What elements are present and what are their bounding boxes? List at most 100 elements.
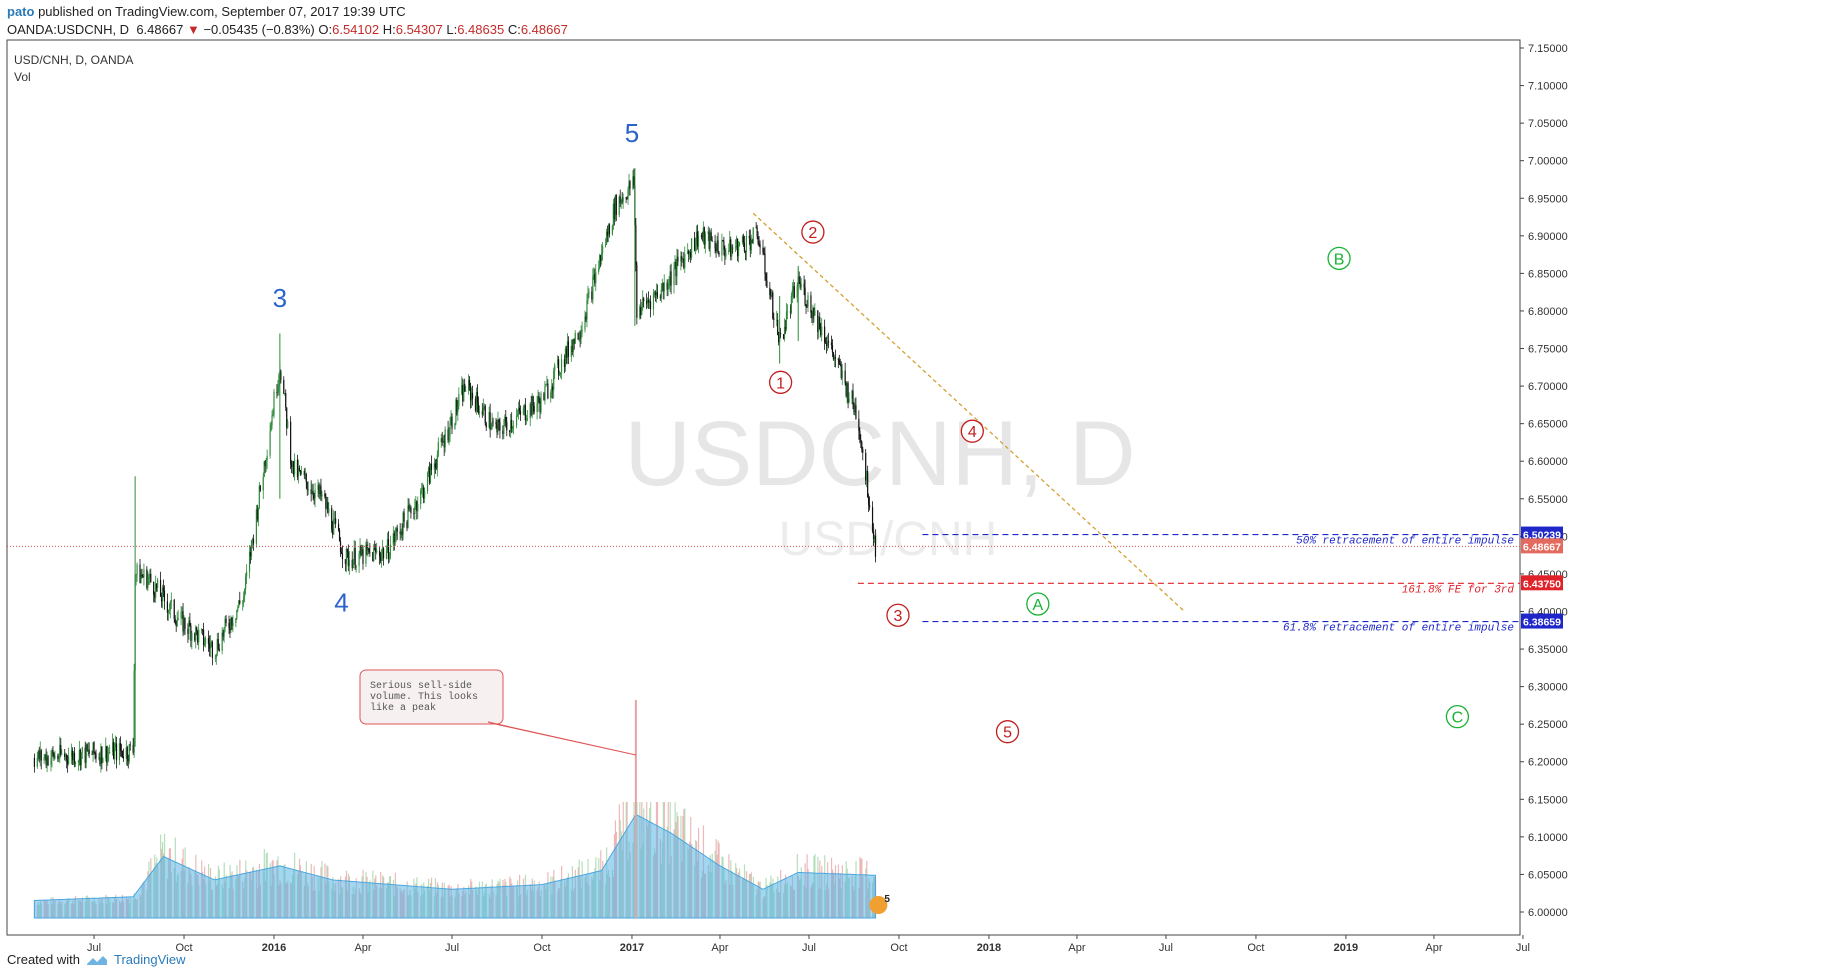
- last-price: 6.48667: [136, 22, 184, 37]
- candle-body: [385, 551, 388, 559]
- time-tick-label: 2016: [262, 942, 286, 954]
- candle-body: [469, 385, 472, 401]
- candle-body: [593, 274, 595, 277]
- candle-body: [544, 386, 546, 401]
- level-note: 50% retracement of entire impulse: [1296, 536, 1514, 548]
- candle-body: [729, 239, 731, 251]
- candle-body: [499, 422, 501, 431]
- time-tick-label: Jul: [87, 942, 101, 954]
- candle-body: [334, 518, 336, 520]
- candle-body: [392, 533, 394, 545]
- price-tick-label: 6.70000: [1528, 381, 1568, 393]
- candle-body: [235, 618, 237, 623]
- price-tick-label: 6.10000: [1528, 832, 1568, 844]
- price-tick-label: 7.00000: [1528, 156, 1568, 168]
- candle-body: [276, 392, 278, 393]
- candle-body: [440, 438, 442, 443]
- candle-body: [154, 594, 156, 598]
- candle-body: [273, 392, 275, 415]
- candle-body: [223, 627, 225, 637]
- candle-body: [194, 633, 196, 641]
- candle-body: [670, 271, 672, 286]
- candle-body: [314, 489, 316, 499]
- author-name[interactable]: pato: [7, 4, 35, 19]
- candle-body: [345, 548, 347, 565]
- price-tick-label: 7.15000: [1528, 43, 1568, 55]
- candle-body: [202, 629, 204, 631]
- candle-body: [718, 252, 720, 256]
- candle-body: [347, 551, 349, 567]
- candle-body: [469, 380, 471, 386]
- candle-body: [50, 758, 52, 766]
- callout-box: [359, 669, 504, 725]
- candle-body: [725, 252, 727, 257]
- candle-body: [231, 617, 233, 626]
- volume-moving-average-area: [33, 813, 877, 919]
- candle-body: [586, 300, 588, 320]
- wave-label-circled: 3: [894, 608, 903, 625]
- candle-body: [558, 374, 561, 376]
- wave-label-circled: C: [1452, 710, 1464, 727]
- time-tick-label: Jul: [445, 942, 459, 954]
- candle-body: [741, 236, 744, 243]
- candle-body: [683, 258, 685, 268]
- candle-body: [444, 429, 446, 448]
- candle-body: [252, 538, 255, 544]
- candle-body: [749, 237, 751, 251]
- candle-body: [147, 578, 149, 589]
- candle-body: [830, 342, 833, 346]
- candle-body: [92, 742, 94, 755]
- price-tick-label: 6.05000: [1528, 869, 1568, 881]
- candle-body: [606, 231, 609, 236]
- candle-body: [707, 231, 709, 234]
- candle-body: [571, 345, 573, 353]
- candle-body: [114, 743, 117, 748]
- candle-body: [66, 754, 68, 761]
- candle-body: [121, 750, 124, 757]
- candle-body: [256, 509, 258, 520]
- created-with-label: Created with: [7, 952, 80, 967]
- high-value: 6.54307: [395, 22, 443, 37]
- event-marker-icon: [869, 896, 888, 914]
- candle-body: [106, 746, 108, 763]
- candle-body: [536, 403, 538, 412]
- candle-body: [320, 485, 322, 497]
- wave-label-circle: [960, 419, 984, 443]
- candle-body: [381, 548, 384, 554]
- candle-body: [465, 390, 467, 392]
- candle-body: [681, 256, 683, 260]
- candle-body: [270, 425, 272, 432]
- candle-body: [427, 467, 430, 474]
- candle-body: [840, 364, 842, 379]
- candle-body: [102, 758, 104, 763]
- candle-body: [530, 403, 532, 416]
- price-tick-label: 6.80000: [1528, 306, 1568, 318]
- candle-body: [773, 318, 775, 320]
- candle-body: [680, 256, 682, 262]
- candle-body: [814, 310, 816, 316]
- candle-body: [552, 386, 554, 390]
- candle-body: [410, 507, 412, 514]
- candle-body: [874, 535, 877, 557]
- candle-body: [547, 383, 549, 399]
- candle-body: [860, 440, 862, 442]
- wave-label-circle: [886, 603, 910, 627]
- candle-body: [393, 533, 395, 543]
- candle-body: [709, 232, 711, 249]
- candle-body: [423, 487, 425, 499]
- candle-body: [588, 291, 590, 294]
- candle-body: [554, 364, 556, 371]
- candle-body: [604, 244, 607, 246]
- candle-body: [180, 611, 182, 619]
- candle-body: [291, 461, 294, 468]
- candle-body: [546, 383, 548, 385]
- watermark-subtext: USD/CNH: [779, 513, 998, 566]
- tradingview-brand-link[interactable]: TradingView: [113, 952, 186, 967]
- candle-body: [833, 357, 836, 360]
- candle-body: [361, 549, 363, 556]
- candle-body: [708, 231, 710, 249]
- current-price-badge-label: 6.48667: [1523, 541, 1561, 553]
- candle-body: [181, 611, 183, 613]
- level-note: 161.8% FE for 3rd: [1402, 584, 1515, 596]
